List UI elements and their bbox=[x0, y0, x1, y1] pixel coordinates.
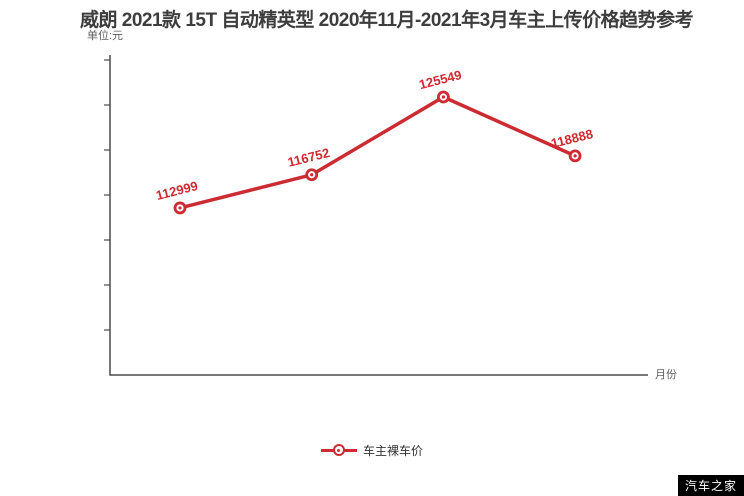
data-point-value-label: 118888 bbox=[549, 126, 594, 151]
y-axis-unit-label: 单位:元 bbox=[87, 30, 124, 42]
legend-circle-marker-icon bbox=[332, 444, 345, 456]
x-axis-label: 月份 bbox=[655, 369, 677, 381]
y-axis-ticks bbox=[104, 59, 110, 331]
price-line bbox=[179, 95, 576, 210]
data-point-value-label: 125549 bbox=[417, 67, 463, 92]
data-point-center-dot bbox=[441, 95, 445, 99]
data-point-center-dot bbox=[178, 206, 182, 210]
data-point-center-dot bbox=[573, 154, 577, 158]
legend: 车主裸车价 bbox=[0, 441, 744, 459]
legend-label: 车主裸车价 bbox=[362, 443, 423, 458]
data-point-value-label: 112999 bbox=[154, 178, 199, 203]
legend-line-marker-icon bbox=[320, 444, 357, 456]
data-point-center-dot bbox=[310, 173, 314, 177]
autohome-watermark: 汽车之家 bbox=[678, 475, 744, 496]
chart-title: 威朗 2021款 15T 自动精英型 2020年11月-2021年3月车主上传价… bbox=[80, 10, 694, 31]
